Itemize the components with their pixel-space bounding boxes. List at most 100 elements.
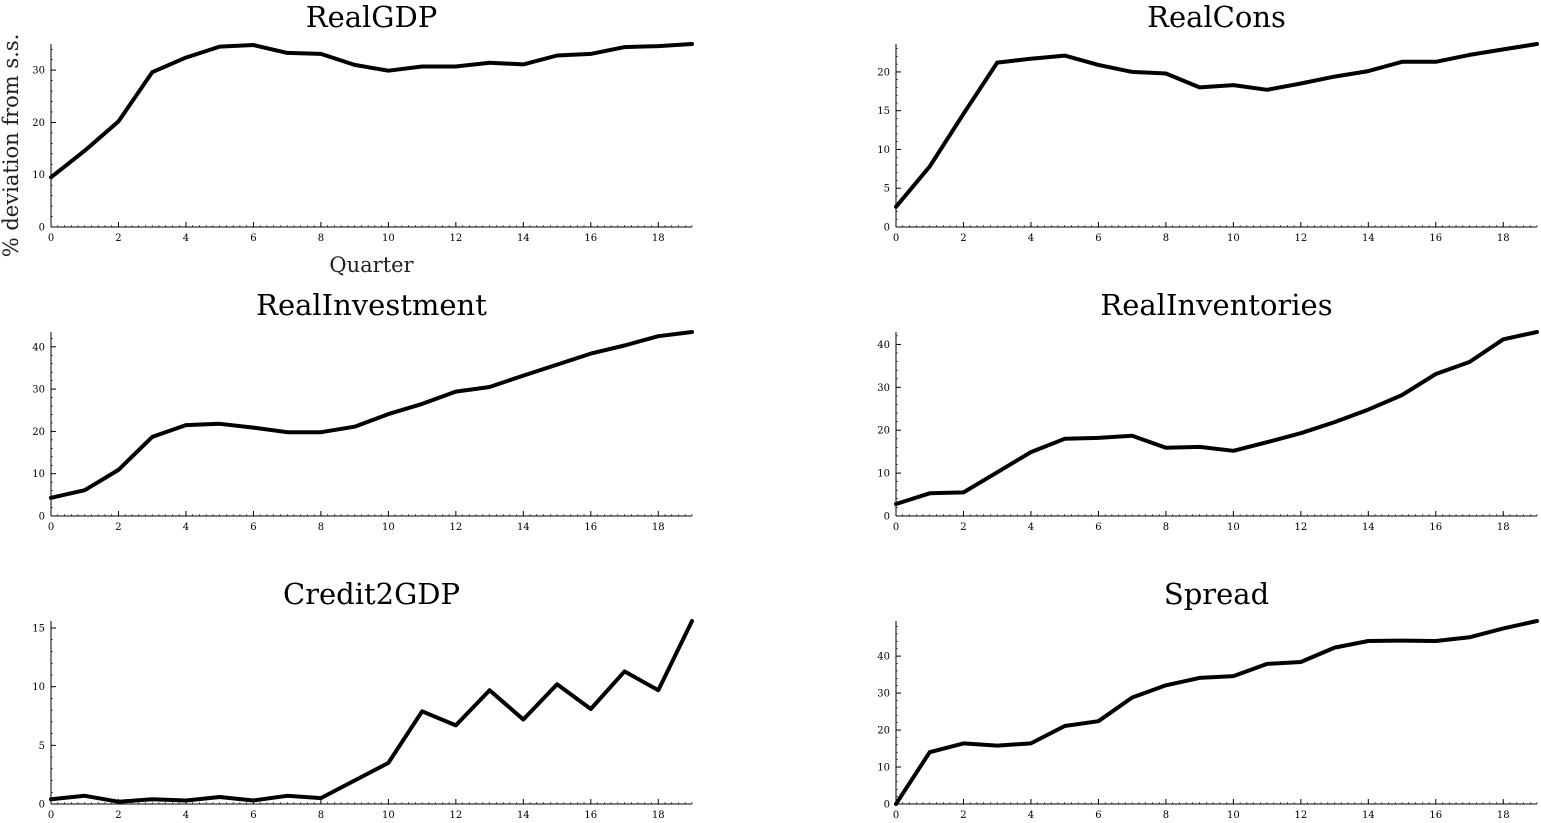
chart-title: RealInventories	[1100, 288, 1332, 322]
subplot-realcons: RealCons 0 2 4 6 8 10 12 14 16 18 0 5 10 15 20	[877, 0, 1539, 244]
y-tick-label: 0	[884, 223, 890, 234]
y-tick-label: 0	[39, 512, 45, 523]
x-tick-label: 10	[382, 810, 395, 821]
x-tick-label: 6	[250, 810, 256, 821]
chart-title: Spread	[1164, 577, 1269, 611]
x-tick-label: 18	[652, 810, 665, 821]
y-tick-label: 0	[39, 800, 45, 811]
x-tick-label: 4	[1028, 233, 1034, 244]
x-tick-label: 4	[183, 810, 189, 821]
y-tick-label: 10	[877, 469, 890, 480]
x-tick-label: 0	[48, 233, 54, 244]
subplot-realgdp: RealGDP 0 2 4 6 8 10 12 14 16 18 0 10 20 30 Quarter % de…	[0, 0, 694, 277]
x-tick-label: 6	[250, 522, 256, 533]
y-axis-label: % deviation from s.s.	[0, 34, 23, 258]
y-tick-label: 0	[884, 512, 890, 523]
x-tick-label: 8	[318, 522, 324, 533]
x-tick-label: 16	[584, 233, 597, 244]
x-tick-label: 0	[893, 522, 899, 533]
y-tick-label: 20	[877, 426, 890, 437]
x-tick-label: 14	[1362, 810, 1375, 821]
x-tick-label: 8	[1163, 233, 1169, 244]
x-tick-label: 6	[1095, 522, 1101, 533]
y-tick-label: 30	[877, 383, 890, 394]
y-tick-label: 0	[884, 800, 890, 811]
x-tick-label: 16	[1429, 522, 1442, 533]
x-tick-label: 0	[893, 233, 899, 244]
series-line	[49, 330, 694, 500]
x-tick-label: 0	[48, 810, 54, 821]
x-tick-label: 18	[652, 233, 665, 244]
x-tick-label: 8	[318, 810, 324, 821]
x-tick-label: 18	[652, 522, 665, 533]
x-tick-label: 16	[1429, 233, 1442, 244]
y-tick-label: 40	[877, 652, 890, 663]
x-tick-label: 4	[183, 233, 189, 244]
x-tick-label: 6	[1095, 233, 1101, 244]
x-tick-label: 16	[1429, 810, 1442, 821]
x-tick-label: 14	[517, 233, 530, 244]
y-tick-label: 15	[32, 624, 45, 635]
y-tick-label: 10	[32, 170, 45, 181]
y-tick-label: 20	[877, 726, 890, 737]
x-tick-label: 2	[115, 233, 121, 244]
x-tick-label: 6	[250, 233, 256, 244]
y-tick-label: 10	[877, 763, 890, 774]
series-line	[894, 330, 1539, 506]
x-tick-label: 14	[1362, 522, 1375, 533]
x-tick-label: 14	[517, 810, 530, 821]
series-line	[49, 619, 694, 804]
chart-title: Credit2GDP	[283, 577, 460, 611]
x-tick-label: 4	[1028, 810, 1034, 821]
y-tick-label: 5	[884, 184, 890, 195]
x-tick-label: 8	[318, 233, 324, 244]
subplot-realinventories: RealInventories 0 2 4 6 8 10 12 14 16 18 0 10 20 30 40	[877, 288, 1539, 533]
y-tick-label: 20	[32, 118, 45, 129]
y-tick-label: 10	[877, 145, 890, 156]
y-tick-label: 40	[32, 342, 45, 353]
x-tick-label: 2	[115, 810, 121, 821]
x-tick-label: 14	[1362, 233, 1375, 244]
series-line	[894, 619, 1539, 806]
x-tick-label: 2	[960, 522, 966, 533]
x-axis-label: Quarter	[329, 253, 414, 277]
y-tick-label: 20	[877, 67, 890, 78]
x-tick-label: 18	[1497, 233, 1510, 244]
x-tick-label: 12	[1294, 522, 1307, 533]
x-tick-label: 10	[382, 233, 395, 244]
x-tick-label: 0	[48, 522, 54, 533]
chart-title: RealInvestment	[256, 288, 487, 322]
x-tick-label: 12	[1294, 810, 1307, 821]
x-tick-label: 10	[1227, 233, 1240, 244]
x-tick-label: 12	[449, 233, 462, 244]
x-tick-label: 18	[1497, 810, 1510, 821]
y-tick-label: 15	[877, 106, 890, 117]
x-tick-label: 14	[517, 522, 530, 533]
subplot-realinvestment: RealInvestment 0 2 4 6 8 10 12 14 16 18 0 10 20 30 40	[32, 288, 694, 533]
x-tick-label: 10	[1227, 810, 1240, 821]
x-tick-label: 12	[449, 810, 462, 821]
x-tick-label: 8	[1163, 810, 1169, 821]
x-tick-label: 10	[382, 522, 395, 533]
y-tick-label: 10	[32, 469, 45, 480]
x-tick-label: 12	[1294, 233, 1307, 244]
x-tick-label: 2	[115, 522, 121, 533]
y-tick-label: 20	[32, 427, 45, 438]
x-tick-label: 16	[584, 810, 597, 821]
chart-title: RealGDP	[306, 0, 438, 34]
series-line	[49, 42, 694, 180]
y-tick-label: 10	[32, 682, 45, 693]
x-tick-label: 4	[183, 522, 189, 533]
x-tick-label: 10	[1227, 522, 1240, 533]
x-tick-label: 2	[960, 233, 966, 244]
y-tick-label: 40	[877, 340, 890, 351]
x-tick-label: 16	[584, 522, 597, 533]
y-tick-label: 30	[32, 66, 45, 77]
x-tick-label: 2	[960, 810, 966, 821]
y-tick-label: 30	[32, 385, 45, 396]
subplot-spread: Spread 0 2 4 6 8 10 12 14 16 18 0 10 20 30 40	[877, 577, 1539, 821]
x-tick-label: 0	[893, 810, 899, 821]
subplot-credit2gdp: Credit2GDP 0 2 4 6 8 10 12 14 16 18 0 5 10 15	[32, 577, 694, 821]
chart-title: RealCons	[1147, 0, 1286, 34]
